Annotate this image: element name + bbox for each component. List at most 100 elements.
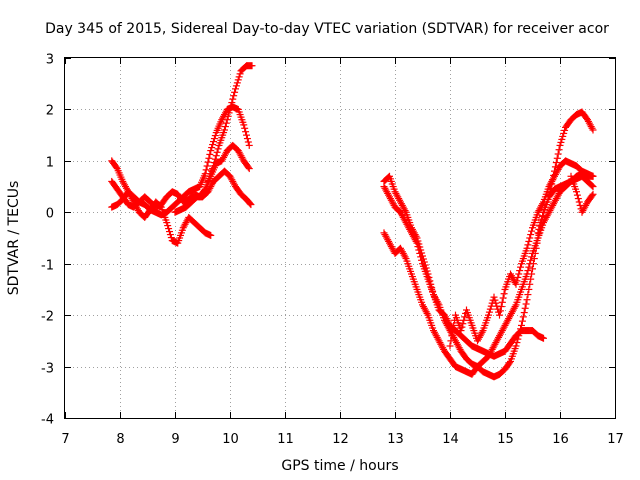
data-point bbox=[524, 241, 532, 249]
data-point bbox=[232, 85, 239, 93]
data-point bbox=[486, 305, 494, 313]
data-point bbox=[527, 256, 535, 264]
data-point bbox=[589, 172, 597, 180]
data-point bbox=[231, 88, 239, 96]
data-point bbox=[245, 141, 253, 149]
data-point bbox=[247, 201, 255, 209]
data-point bbox=[525, 285, 533, 293]
data-point bbox=[210, 138, 217, 146]
data-point bbox=[244, 138, 252, 146]
data-point bbox=[506, 359, 514, 367]
data-point bbox=[210, 135, 218, 143]
data-point bbox=[574, 195, 582, 203]
x-tick-label: 9 bbox=[171, 432, 179, 447]
data-point bbox=[244, 163, 252, 171]
x-tick-label: 12 bbox=[332, 432, 349, 447]
data-point bbox=[245, 199, 253, 207]
data-point bbox=[222, 119, 230, 127]
data-points bbox=[108, 62, 597, 381]
data-point bbox=[223, 116, 231, 124]
data-point bbox=[401, 253, 409, 261]
data-point bbox=[485, 308, 493, 316]
x-tick-label: 11 bbox=[277, 432, 294, 447]
series-arc-11 bbox=[567, 172, 597, 216]
data-point bbox=[535, 225, 543, 233]
data-point bbox=[414, 243, 422, 251]
data-point bbox=[458, 323, 466, 331]
data-point bbox=[497, 303, 505, 311]
data-point bbox=[523, 296, 531, 304]
data-point bbox=[235, 73, 243, 81]
data-point bbox=[461, 313, 469, 321]
data-point bbox=[500, 290, 508, 298]
data-point bbox=[537, 219, 545, 227]
data-point bbox=[516, 328, 524, 336]
data-point bbox=[447, 337, 455, 345]
series-arc-9 bbox=[446, 157, 597, 350]
x-tick-labels: 7 8 9 10 11 12 13 14 15 16 17 bbox=[61, 432, 623, 447]
data-point bbox=[211, 132, 219, 140]
data-point bbox=[521, 304, 529, 312]
data-point bbox=[525, 237, 533, 245]
data-point bbox=[540, 334, 547, 342]
data-point bbox=[205, 154, 213, 162]
data-point bbox=[517, 263, 525, 271]
x-tick-label: 16 bbox=[552, 432, 569, 447]
data-point bbox=[589, 126, 597, 134]
data-point bbox=[202, 166, 210, 174]
data-point bbox=[417, 253, 425, 261]
data-point bbox=[514, 273, 522, 281]
data-point bbox=[551, 167, 558, 175]
data-point bbox=[573, 188, 580, 196]
data-point bbox=[538, 215, 546, 223]
data-point bbox=[518, 317, 526, 325]
data-point bbox=[207, 147, 215, 155]
data-point bbox=[423, 309, 431, 317]
data-point bbox=[545, 193, 553, 201]
data-point bbox=[498, 298, 506, 306]
y-tick-label: 3 bbox=[46, 53, 54, 68]
data-point bbox=[227, 102, 235, 110]
data-point bbox=[526, 280, 534, 288]
data-point bbox=[527, 231, 535, 239]
data-point bbox=[401, 207, 409, 215]
data-point bbox=[491, 296, 499, 304]
data-point bbox=[449, 327, 457, 335]
data-point bbox=[552, 159, 560, 167]
data-point bbox=[412, 237, 420, 245]
data-point bbox=[478, 328, 486, 336]
data-point bbox=[221, 123, 229, 131]
data-point bbox=[203, 162, 211, 170]
data-point bbox=[526, 260, 534, 268]
data-point bbox=[519, 313, 527, 321]
data-point bbox=[459, 320, 467, 328]
data-point bbox=[524, 267, 532, 275]
data-point bbox=[415, 246, 423, 254]
y-tick-labels: -4 -3 -2 -1 0 1 2 3 bbox=[41, 53, 54, 428]
data-point bbox=[234, 76, 242, 84]
data-point bbox=[209, 141, 217, 149]
y-tick-label: 0 bbox=[46, 207, 54, 222]
data-point bbox=[213, 148, 221, 156]
data-point bbox=[233, 79, 241, 87]
data-point bbox=[211, 155, 219, 163]
data-point bbox=[226, 105, 234, 113]
y-tick-label: -2 bbox=[41, 310, 54, 325]
data-point bbox=[166, 231, 174, 239]
data-point bbox=[526, 234, 534, 242]
data-point bbox=[561, 126, 569, 134]
data-point bbox=[518, 321, 525, 329]
data-point bbox=[522, 300, 530, 308]
data-point bbox=[413, 239, 421, 247]
data-point bbox=[448, 332, 456, 340]
x-tick-label: 10 bbox=[222, 432, 239, 447]
data-point bbox=[553, 154, 561, 162]
plot-frame bbox=[64, 57, 616, 419]
data-point bbox=[241, 124, 249, 132]
data-point bbox=[525, 263, 533, 271]
data-point bbox=[529, 265, 536, 273]
data-point bbox=[207, 231, 215, 239]
series-arc-8 bbox=[380, 170, 597, 378]
data-point bbox=[434, 299, 442, 307]
